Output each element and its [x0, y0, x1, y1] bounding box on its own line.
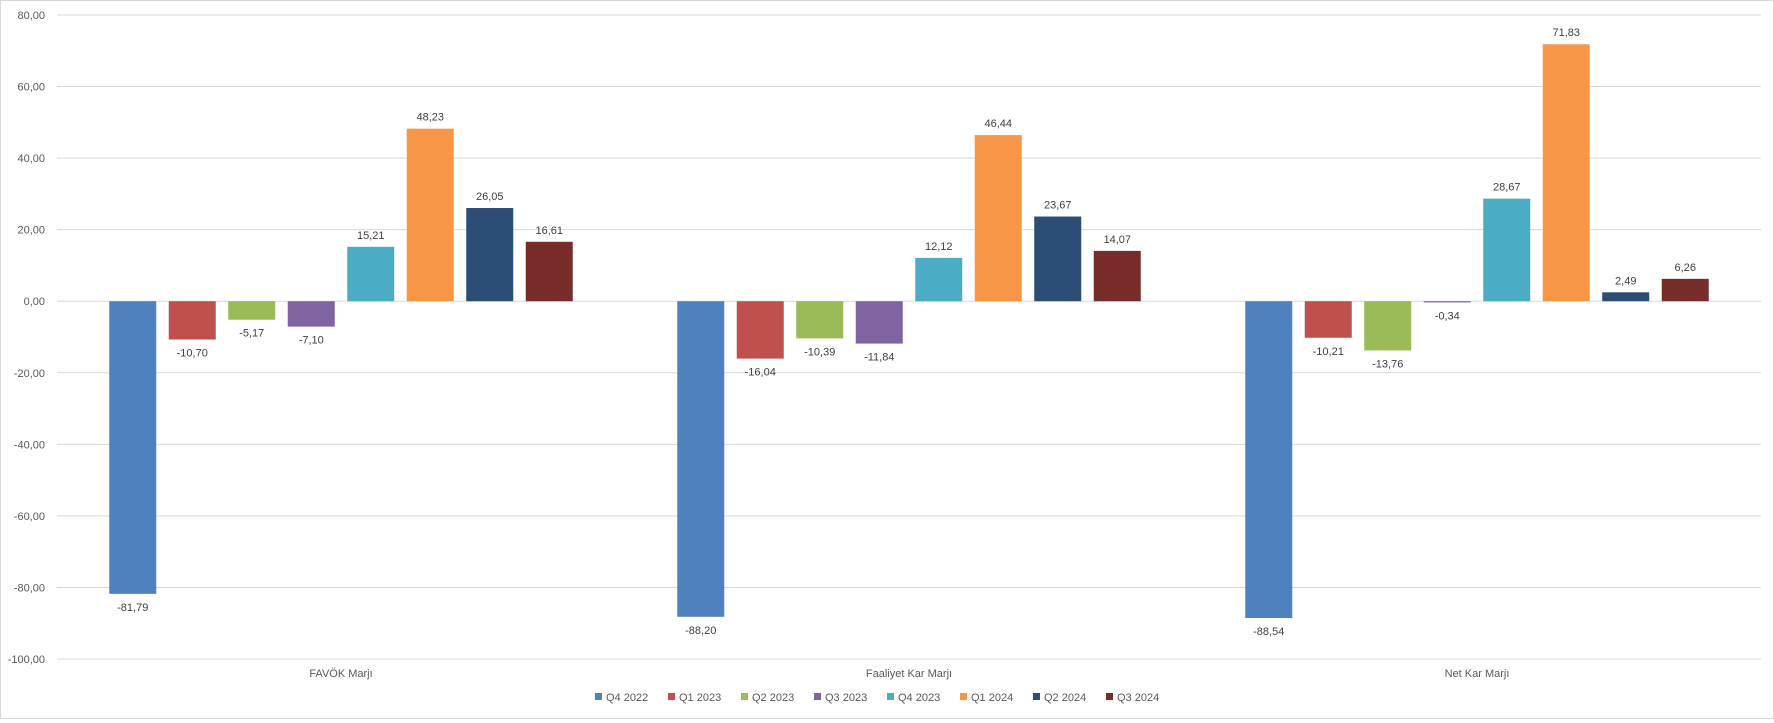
legend-swatch — [595, 693, 602, 700]
bar — [1661, 278, 1709, 302]
data-label: -88,20 — [685, 625, 716, 637]
y-axis-tick-labels: 80,00 60,00 40,00 20,00 0,00 -20,00 -40,00 -60,… — [8, 10, 45, 666]
data-label: 14,07 — [1103, 234, 1131, 246]
y-tick-label: 20,00 — [17, 225, 45, 237]
y-tick-label: -100,00 — [8, 654, 45, 666]
bars — [109, 44, 1709, 618]
bar — [796, 301, 844, 339]
bar — [347, 246, 395, 302]
bar — [736, 301, 784, 359]
bar — [855, 301, 903, 344]
data-labels: -81,79 -10,70 -5,17 -7,10 15,21 48,23 26,05 16,… — [117, 27, 1696, 638]
legend-swatch — [1033, 693, 1040, 700]
y-tick-label: -20,00 — [14, 368, 45, 380]
bar — [1034, 216, 1082, 302]
legend: Q4 2022 Q1 2023 Q2 2023 Q3 2023 Q4 2023 Q1 20… — [595, 692, 1159, 704]
y-tick-label: 80,00 — [17, 10, 45, 22]
bar — [1483, 198, 1531, 302]
bar — [1093, 250, 1141, 302]
category-label: Faaliyet Kar Marjı — [866, 668, 952, 680]
data-label: -7,10 — [299, 335, 324, 347]
legend-label: Q2 2023 — [752, 692, 794, 704]
bar — [525, 241, 573, 302]
data-label: -10,70 — [177, 348, 208, 360]
bar — [406, 128, 454, 302]
y-tick-label: 0,00 — [24, 296, 45, 308]
data-label: -16,04 — [745, 367, 776, 379]
bar — [287, 301, 335, 327]
data-label: -10,21 — [1313, 346, 1344, 358]
data-label: -13,76 — [1372, 358, 1403, 370]
legend-label: Q4 2022 — [606, 692, 648, 704]
y-tick-label: -80,00 — [14, 582, 45, 594]
data-label: 48,23 — [416, 112, 444, 124]
bar — [1542, 44, 1590, 302]
legend-label: Q4 2023 — [898, 692, 940, 704]
bar — [1304, 301, 1352, 338]
bar — [109, 301, 157, 594]
legend-swatch — [1106, 693, 1113, 700]
y-tick-label: 60,00 — [17, 82, 45, 94]
data-label: 23,67 — [1044, 200, 1072, 212]
y-tick-label: 40,00 — [17, 153, 45, 165]
data-label: 16,61 — [535, 225, 563, 237]
data-label: 46,44 — [984, 118, 1012, 130]
bar — [466, 208, 514, 302]
bar — [1602, 292, 1650, 302]
data-label: 2,49 — [1615, 275, 1636, 287]
bar — [974, 135, 1022, 302]
bar — [168, 301, 216, 340]
legend-swatch — [887, 693, 894, 700]
data-label: -88,54 — [1253, 626, 1284, 638]
y-tick-label: -40,00 — [14, 439, 45, 451]
data-label: 26,05 — [476, 191, 504, 203]
category-label: FAVÖK Marjı — [309, 668, 372, 680]
data-label: -10,39 — [804, 346, 835, 358]
legend-label: Q2 2024 — [1044, 692, 1086, 704]
data-label: -81,79 — [117, 602, 148, 614]
bar — [1245, 301, 1293, 618]
data-label: 15,21 — [357, 230, 385, 242]
category-label: Net Kar Marjı — [1445, 668, 1510, 680]
legend-swatch — [668, 693, 675, 700]
bar — [1423, 301, 1471, 303]
legend-swatch — [960, 693, 967, 700]
legend-swatch — [741, 693, 748, 700]
bar — [915, 257, 963, 302]
category-labels: FAVÖK Marjı Faaliyet Kar Marjı Net Kar Mar… — [309, 668, 1509, 680]
data-label: 71,83 — [1552, 27, 1580, 39]
data-label: 28,67 — [1493, 182, 1521, 194]
data-label: -5,17 — [239, 328, 264, 340]
legend-label: Q3 2024 — [1117, 692, 1159, 704]
bar — [1364, 301, 1412, 351]
data-label: -11,84 — [864, 352, 894, 364]
bar — [677, 301, 725, 617]
data-label: -0,34 — [1435, 310, 1460, 322]
gridlines — [57, 14, 1761, 660]
legend-label: Q3 2023 — [825, 692, 867, 704]
legend-label: Q1 2024 — [971, 692, 1013, 704]
data-label: 6,26 — [1675, 262, 1696, 274]
legend-label: Q1 2023 — [679, 692, 721, 704]
y-tick-label: -60,00 — [14, 511, 45, 523]
data-label: 12,12 — [925, 241, 953, 253]
bar — [228, 301, 276, 320]
legend-swatch — [814, 693, 821, 700]
